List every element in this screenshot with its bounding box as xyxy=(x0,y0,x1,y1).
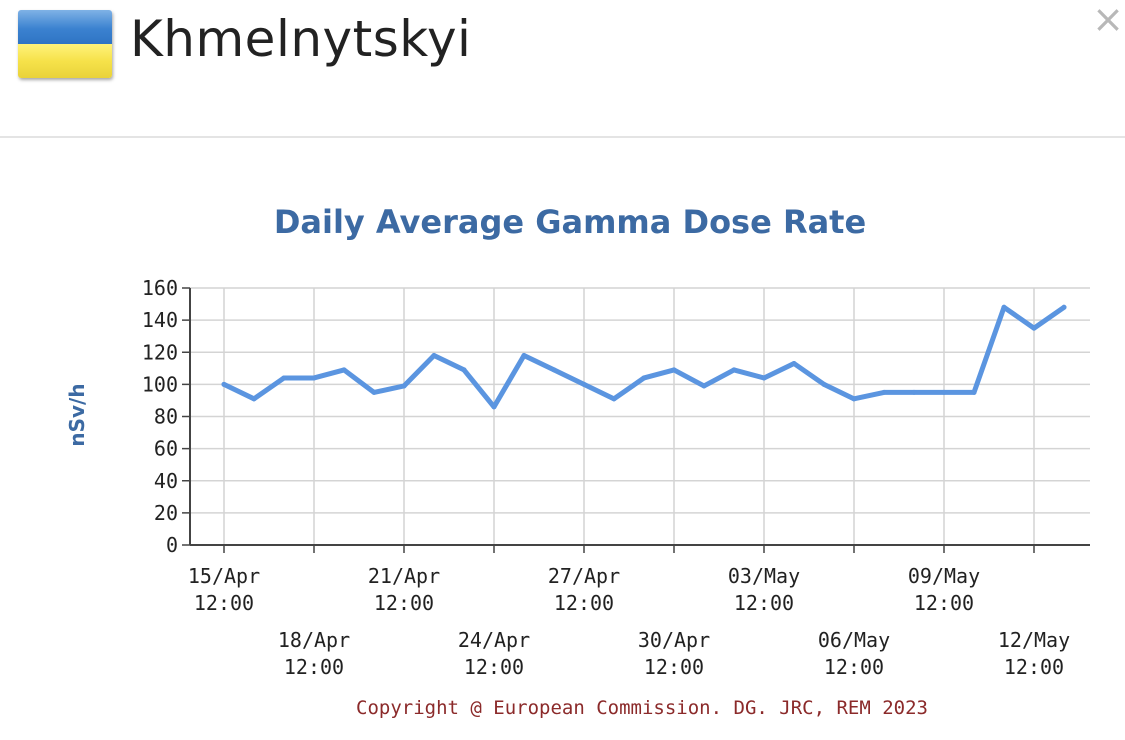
data-point xyxy=(281,375,287,381)
x-tick-label: 24/Apr 12:00 xyxy=(458,628,530,679)
ukraine-flag-icon xyxy=(18,10,112,78)
station-title: Khmelnytskyi xyxy=(130,10,472,68)
x-tick-label: 09/May 12:00 xyxy=(908,564,980,615)
x-tick-label: 27/Apr 12:00 xyxy=(548,564,620,615)
x-tick-label: 30/Apr 12:00 xyxy=(638,628,710,679)
popup-header: Khmelnytskyi × xyxy=(0,0,1125,138)
data-point xyxy=(551,367,557,373)
data-point xyxy=(791,360,797,366)
data-point xyxy=(341,367,347,373)
chart-grid xyxy=(190,287,1090,545)
x-tick-label: 12/May 12:00 xyxy=(998,628,1070,679)
data-point xyxy=(431,352,437,358)
chart-title: Daily Average Gamma Dose Rate xyxy=(274,203,866,241)
data-point xyxy=(1001,304,1007,310)
data-point xyxy=(611,396,617,402)
close-icon[interactable]: × xyxy=(1092,0,1124,41)
y-tick-label: 60 xyxy=(154,437,178,461)
data-point xyxy=(581,381,587,387)
gamma-dose-chart: Daily Average Gamma Dose Rate nSv/h 0 20 4… xyxy=(65,203,1090,719)
data-point xyxy=(311,375,317,381)
y-tick-label: 0 xyxy=(166,533,178,557)
y-tick-label: 140 xyxy=(142,308,178,332)
x-tick-label: 21/Apr 12:00 xyxy=(368,564,440,615)
data-point xyxy=(221,381,227,387)
y-tick-labels: 0 20 40 60 80 100 120 140 160 xyxy=(142,276,178,557)
data-point xyxy=(911,389,917,395)
data-point xyxy=(371,389,377,395)
copyright-text: Copyright @ European Commission. DG. JRC… xyxy=(356,697,928,719)
data-point xyxy=(971,389,977,395)
data-point xyxy=(1061,304,1067,310)
data-point xyxy=(641,375,647,381)
data-point xyxy=(401,383,407,389)
y-tick-label: 20 xyxy=(154,501,178,525)
y-tick-label: 120 xyxy=(142,340,178,364)
x-tick-labels: 15/Apr 12:00 18/Apr 12:00 21/Apr 12:00 24/Apr 1… xyxy=(188,564,1070,679)
y-tick-label: 160 xyxy=(142,276,178,300)
x-tick-label: 03/May 12:00 xyxy=(728,564,800,615)
data-point xyxy=(251,396,257,402)
data-point xyxy=(701,383,707,389)
data-point xyxy=(491,404,497,410)
y-tick-label: 100 xyxy=(142,372,178,396)
x-tick-label: 15/Apr 12:00 xyxy=(188,564,260,615)
data-point xyxy=(521,352,527,358)
y-axis-label: nSv/h xyxy=(65,383,89,446)
data-point xyxy=(881,389,887,395)
data-point xyxy=(461,367,467,373)
x-tick-label: 18/Apr 12:00 xyxy=(278,628,350,679)
data-point xyxy=(821,381,827,387)
y-tick-label: 80 xyxy=(154,405,178,429)
data-point xyxy=(851,396,857,402)
x-tick-label: 06/May 12:00 xyxy=(818,628,890,679)
y-tick-label: 40 xyxy=(154,469,178,493)
data-point xyxy=(941,389,947,395)
data-point xyxy=(761,375,767,381)
series-line xyxy=(221,304,1067,410)
chart-axes xyxy=(182,287,1090,553)
dose-rate-series xyxy=(221,304,1067,410)
data-point xyxy=(731,367,737,373)
data-point xyxy=(671,367,677,373)
data-point xyxy=(1031,325,1037,331)
